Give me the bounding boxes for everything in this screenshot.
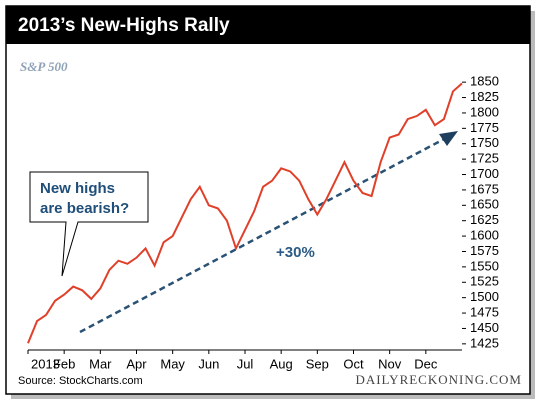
- y-tick-label: 1525: [470, 274, 499, 289]
- y-tick-label: 1750: [470, 135, 499, 150]
- y-tick-label: 1775: [470, 120, 499, 135]
- x-tick-label: Jul: [237, 356, 254, 371]
- chart-title: 2013’s New-Highs Rally: [18, 15, 230, 36]
- x-tick-label: Feb: [53, 356, 75, 371]
- y-tick-label: 1625: [470, 212, 499, 227]
- x-tick-label: Dec: [414, 356, 438, 371]
- callout-line: New highs: [40, 180, 115, 197]
- y-tick-label: 1475: [470, 304, 499, 319]
- x-tick-label: Apr: [126, 356, 147, 371]
- trend-arrow: [439, 131, 458, 146]
- callout-line: are bearish?: [40, 200, 129, 217]
- credit: DAILYRECKONING.COM: [355, 372, 522, 387]
- x-tick-label: Oct: [343, 356, 364, 371]
- x-tick-label: 2013: [31, 356, 60, 371]
- y-tick-label: 1550: [470, 258, 499, 273]
- x-tick-label: Sep: [306, 356, 329, 371]
- y-tick-label: 1425: [470, 335, 499, 350]
- subtitle: S&P 500: [20, 59, 68, 74]
- x-tick-label: Aug: [270, 356, 293, 371]
- title-bar: [6, 6, 530, 44]
- y-tick-label: 1800: [470, 104, 499, 119]
- x-tick-label: Mar: [89, 356, 112, 371]
- y-tick-label: 1825: [470, 89, 499, 104]
- trend-line: [79, 136, 447, 334]
- x-tick-label: Nov: [378, 356, 402, 371]
- x-tick-label: May: [160, 356, 185, 371]
- y-tick-label: 1650: [470, 197, 499, 212]
- trend-label: +30%: [276, 244, 315, 261]
- y-tick-label: 1600: [470, 228, 499, 243]
- source: Source: StockCharts.com: [18, 375, 143, 387]
- y-tick-label: 1700: [470, 166, 499, 181]
- y-tick-label: 1575: [470, 243, 499, 258]
- y-tick-label: 1675: [470, 181, 499, 196]
- y-tick-label: 1850: [470, 74, 499, 89]
- callout-box: [29, 171, 149, 277]
- price-line: [27, 82, 463, 344]
- y-tick-label: 1725: [470, 151, 499, 166]
- y-tick-label: 1450: [470, 320, 499, 335]
- y-tick-label: 1500: [470, 289, 499, 304]
- x-tick-label: Jun: [198, 356, 219, 371]
